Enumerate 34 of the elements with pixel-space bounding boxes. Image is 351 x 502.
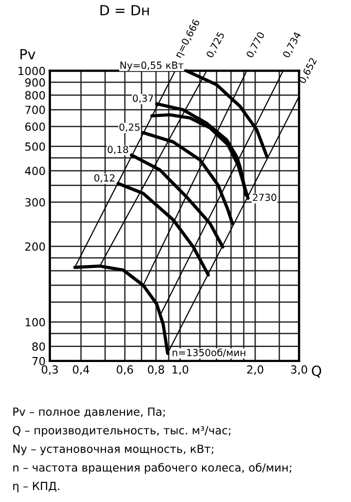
y-tick-label: 900 (25, 78, 45, 87)
x-tick-label: 0,3 (42, 365, 58, 375)
x-tick-label: 3,0 (291, 365, 308, 375)
y-tick-label: 600 (25, 122, 45, 131)
annotation: 2730 (252, 194, 276, 202)
x-tick-label: 1,0 (172, 365, 188, 375)
x-tick-label: 0,4 (72, 365, 90, 375)
y-tick-label: 500 (25, 142, 45, 151)
y-axis-title: Pv (20, 49, 36, 60)
chart-title: D = Dн (100, 5, 149, 16)
text: Nу – установочная мощность, кВт; (13, 444, 214, 456)
y-tick-label: 200 (25, 242, 45, 251)
x-tick-label: 0,8 (148, 365, 164, 375)
x-axis-title: Q (312, 366, 322, 378)
annotation: Nу=0,55 кВт (120, 62, 184, 71)
text: Pv – полное давление, Па; (13, 408, 165, 418)
x-tick-label: 2,0 (247, 365, 264, 375)
text: Q – производительность, тыс. м³/час; (12, 426, 230, 437)
annotation: 0,12 (94, 174, 114, 183)
text: η – КПД. (13, 482, 60, 492)
annotation: 0,37 (132, 94, 154, 103)
y-tick-label: 100 (26, 318, 45, 326)
annotation: 0,18 (108, 146, 128, 154)
y-tick-label: 70 (32, 356, 45, 366)
y-tick-label: 1000 (18, 66, 45, 76)
annotation: n=1350об/мин (172, 348, 246, 357)
y-tick-label: 700 (25, 106, 45, 114)
text: n – частота вращения рабочего колеса, об/мин; (13, 462, 292, 474)
y-tick-label: 800 (25, 91, 45, 100)
x-tick-label: 0,6 (116, 365, 133, 375)
y-tick-label: 80 (32, 342, 45, 351)
annotation: 0,25 (119, 123, 140, 132)
y-tick-label: 400 (25, 166, 45, 176)
y-tick-label: 300 (25, 198, 45, 207)
